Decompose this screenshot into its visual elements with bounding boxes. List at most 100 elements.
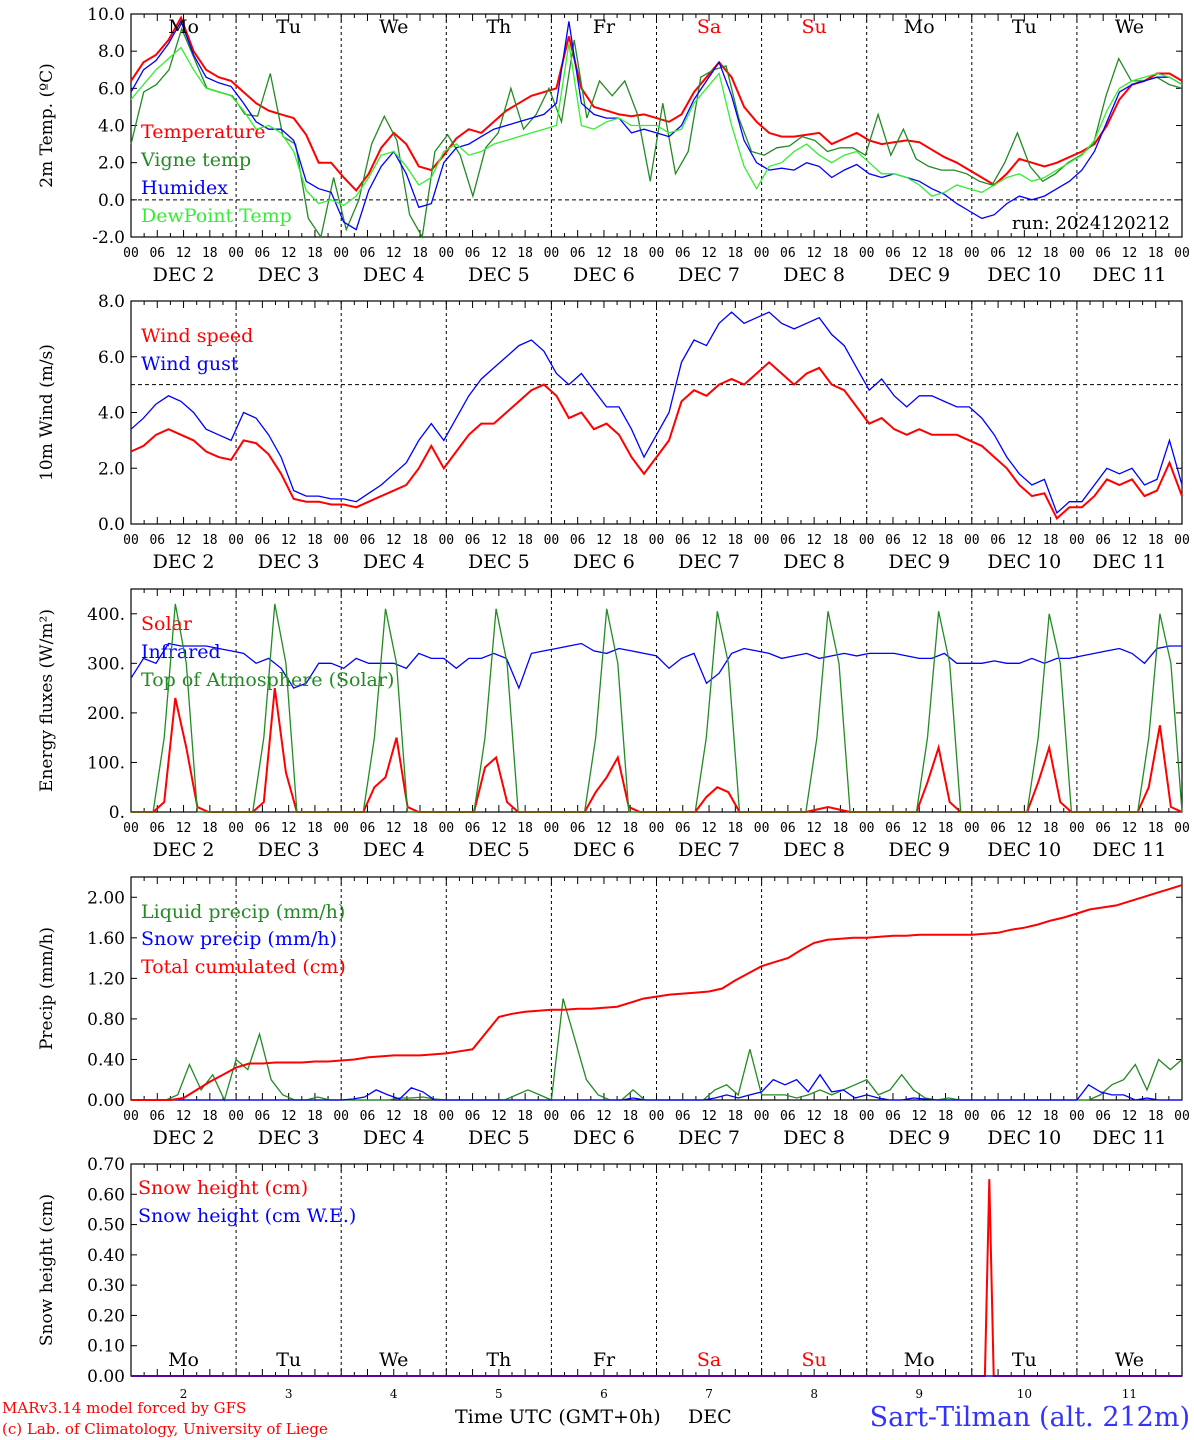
hour-tick-label: 12 xyxy=(1122,533,1138,548)
hour-tick-label: 18 xyxy=(412,821,428,836)
hour-tick-label: 00 xyxy=(1174,1109,1190,1124)
hour-tick-label: 12 xyxy=(1122,821,1138,836)
panel-2: 8.0 6.0 4.0 2.0 0.0 10m Wind (m/s) Wind speed W… xyxy=(37,292,1190,573)
hour-tick-label: 12 xyxy=(596,1109,612,1124)
day-label: DEC 8 xyxy=(783,839,845,861)
legend-entry: Solar xyxy=(141,613,193,635)
y-tick-label: 0.0 xyxy=(98,515,125,535)
series-line-blue xyxy=(130,311,1183,515)
legend-entry: Snow precip (mm/h) xyxy=(141,928,337,950)
y-tick-label: 0.30 xyxy=(87,1276,125,1296)
hour-tick-label: 18 xyxy=(202,246,218,261)
series-line-blue xyxy=(131,1073,1182,1101)
hour-tick-label: 12 xyxy=(281,1109,297,1124)
hour-tick-label: 06 xyxy=(885,246,901,261)
hour-tick-label: 00 xyxy=(438,1109,454,1124)
hour-tick-label: 18 xyxy=(938,533,954,548)
hour-tick-label: 12 xyxy=(911,821,927,836)
hour-tick-label: 06 xyxy=(255,533,271,548)
hour-tick-label: 18 xyxy=(938,246,954,261)
y-tick-label: 0.00 xyxy=(87,1367,125,1387)
hour-tick-label: 12 xyxy=(281,533,297,548)
hour-tick-label: 18 xyxy=(1148,1109,1164,1124)
hour-tick-label: 12 xyxy=(806,533,822,548)
day-label: DEC 11 xyxy=(1093,839,1167,861)
day-label: DEC 9 xyxy=(888,1127,950,1149)
hour-tick-label: 06 xyxy=(149,1109,165,1124)
panels: 10.0 8.0 6.0 4.0 2.0 0.0 -2.0 2m Temp. (ºC) Temp… xyxy=(37,5,1190,1401)
hour-tick-label: 00 xyxy=(544,1109,560,1124)
weekday-label: Fr xyxy=(593,1349,616,1371)
day-label: DEC 4 xyxy=(363,839,425,861)
hour-tick-label: 18 xyxy=(727,1109,743,1124)
hour-tick-label: 12 xyxy=(491,1109,507,1124)
hour-tick-label: 18 xyxy=(1043,246,1059,261)
day-label: DEC 4 xyxy=(363,1127,425,1149)
hour-tick-label: 18 xyxy=(412,246,428,261)
y-tick-label: 100. xyxy=(87,753,125,773)
hour-tick-label: 06 xyxy=(885,1109,901,1124)
hour-tick-label: 06 xyxy=(885,821,901,836)
day-label: DEC 2 xyxy=(153,551,215,573)
hour-tick-label: 18 xyxy=(307,1109,323,1124)
hour-tick-label: 00 xyxy=(333,533,349,548)
hour-tick-label: 12 xyxy=(1122,1109,1138,1124)
day-label: DEC 11 xyxy=(1093,264,1167,286)
legend-entry: Top of Atmosphere (Solar) xyxy=(141,669,394,691)
y-tick-label: 0.50 xyxy=(87,1216,125,1236)
day-label: DEC 10 xyxy=(987,839,1061,861)
hour-tick-label: 00 xyxy=(1174,533,1190,548)
hour-tick-label: 12 xyxy=(281,246,297,261)
legend-entry: Infrared xyxy=(141,641,221,663)
hour-tick-label: 00 xyxy=(1069,246,1085,261)
hour-tick-label: 18 xyxy=(622,246,638,261)
legend-entry: Total cumulated (cm) xyxy=(141,956,346,978)
weekday-label: Su xyxy=(802,1349,827,1371)
hour-tick-label: 18 xyxy=(1043,1109,1059,1124)
hour-tick-label: 18 xyxy=(517,821,533,836)
weekday-label: Tu xyxy=(1012,16,1037,38)
hour-tick-label: 00 xyxy=(859,533,875,548)
hour-tick-label: 06 xyxy=(780,821,796,836)
y-tick-label: 6.0 xyxy=(98,79,125,99)
hour-tick-label: 18 xyxy=(833,1109,849,1124)
hour-tick-label: 12 xyxy=(1122,246,1138,261)
weekday-label: We xyxy=(379,1349,408,1371)
legend-entry: Liquid precip (mm/h) xyxy=(141,901,345,923)
hour-tick-label: 12 xyxy=(701,1109,717,1124)
y-tick-label: 8.0 xyxy=(98,292,125,312)
hour-tick-label: 18 xyxy=(833,533,849,548)
y-axis-label: Snow height (cm) xyxy=(37,1194,57,1346)
y-tick-label: 0.80 xyxy=(87,1010,125,1030)
series-line-blue xyxy=(130,642,1182,690)
day-label: DEC 2 xyxy=(153,1127,215,1149)
day-label: DEC 8 xyxy=(783,1127,845,1149)
hour-tick-label: 18 xyxy=(727,246,743,261)
hour-tick-label: 18 xyxy=(1148,821,1164,836)
day-label: DEC 3 xyxy=(258,1127,320,1149)
hour-tick-label: 12 xyxy=(176,821,192,836)
hour-tick-label: 00 xyxy=(1174,821,1190,836)
y-tick-label: 4.0 xyxy=(98,117,125,137)
panel-4: 2.00 1.60 1.20 0.80 0.40 0.00 Precip (mm/h) Liq… xyxy=(37,876,1190,1149)
y-tick-label: 4.0 xyxy=(98,404,125,424)
hour-tick-label: 06 xyxy=(149,821,165,836)
day-number: 5 xyxy=(495,1387,503,1401)
weekday-label: Mo xyxy=(904,1349,935,1371)
hour-tick-label: 18 xyxy=(1043,533,1059,548)
y-tick-label: 2.0 xyxy=(98,459,125,479)
weekday-label: We xyxy=(379,16,408,38)
hour-tick-label: 00 xyxy=(544,533,560,548)
day-label: DEC 5 xyxy=(468,839,530,861)
day-label: DEC 5 xyxy=(468,1127,530,1149)
hour-tick-label: 00 xyxy=(754,533,770,548)
y-tick-label: 300. xyxy=(87,654,125,674)
series-line-green xyxy=(130,27,1183,239)
hour-tick-label: 18 xyxy=(307,246,323,261)
y-tick-label: 0. xyxy=(109,803,125,823)
day-number: 3 xyxy=(285,1387,293,1401)
hour-tick-label: 18 xyxy=(622,533,638,548)
hour-tick-label: 00 xyxy=(544,821,560,836)
day-label: DEC 3 xyxy=(258,551,320,573)
weekday-label: Th xyxy=(486,16,511,38)
